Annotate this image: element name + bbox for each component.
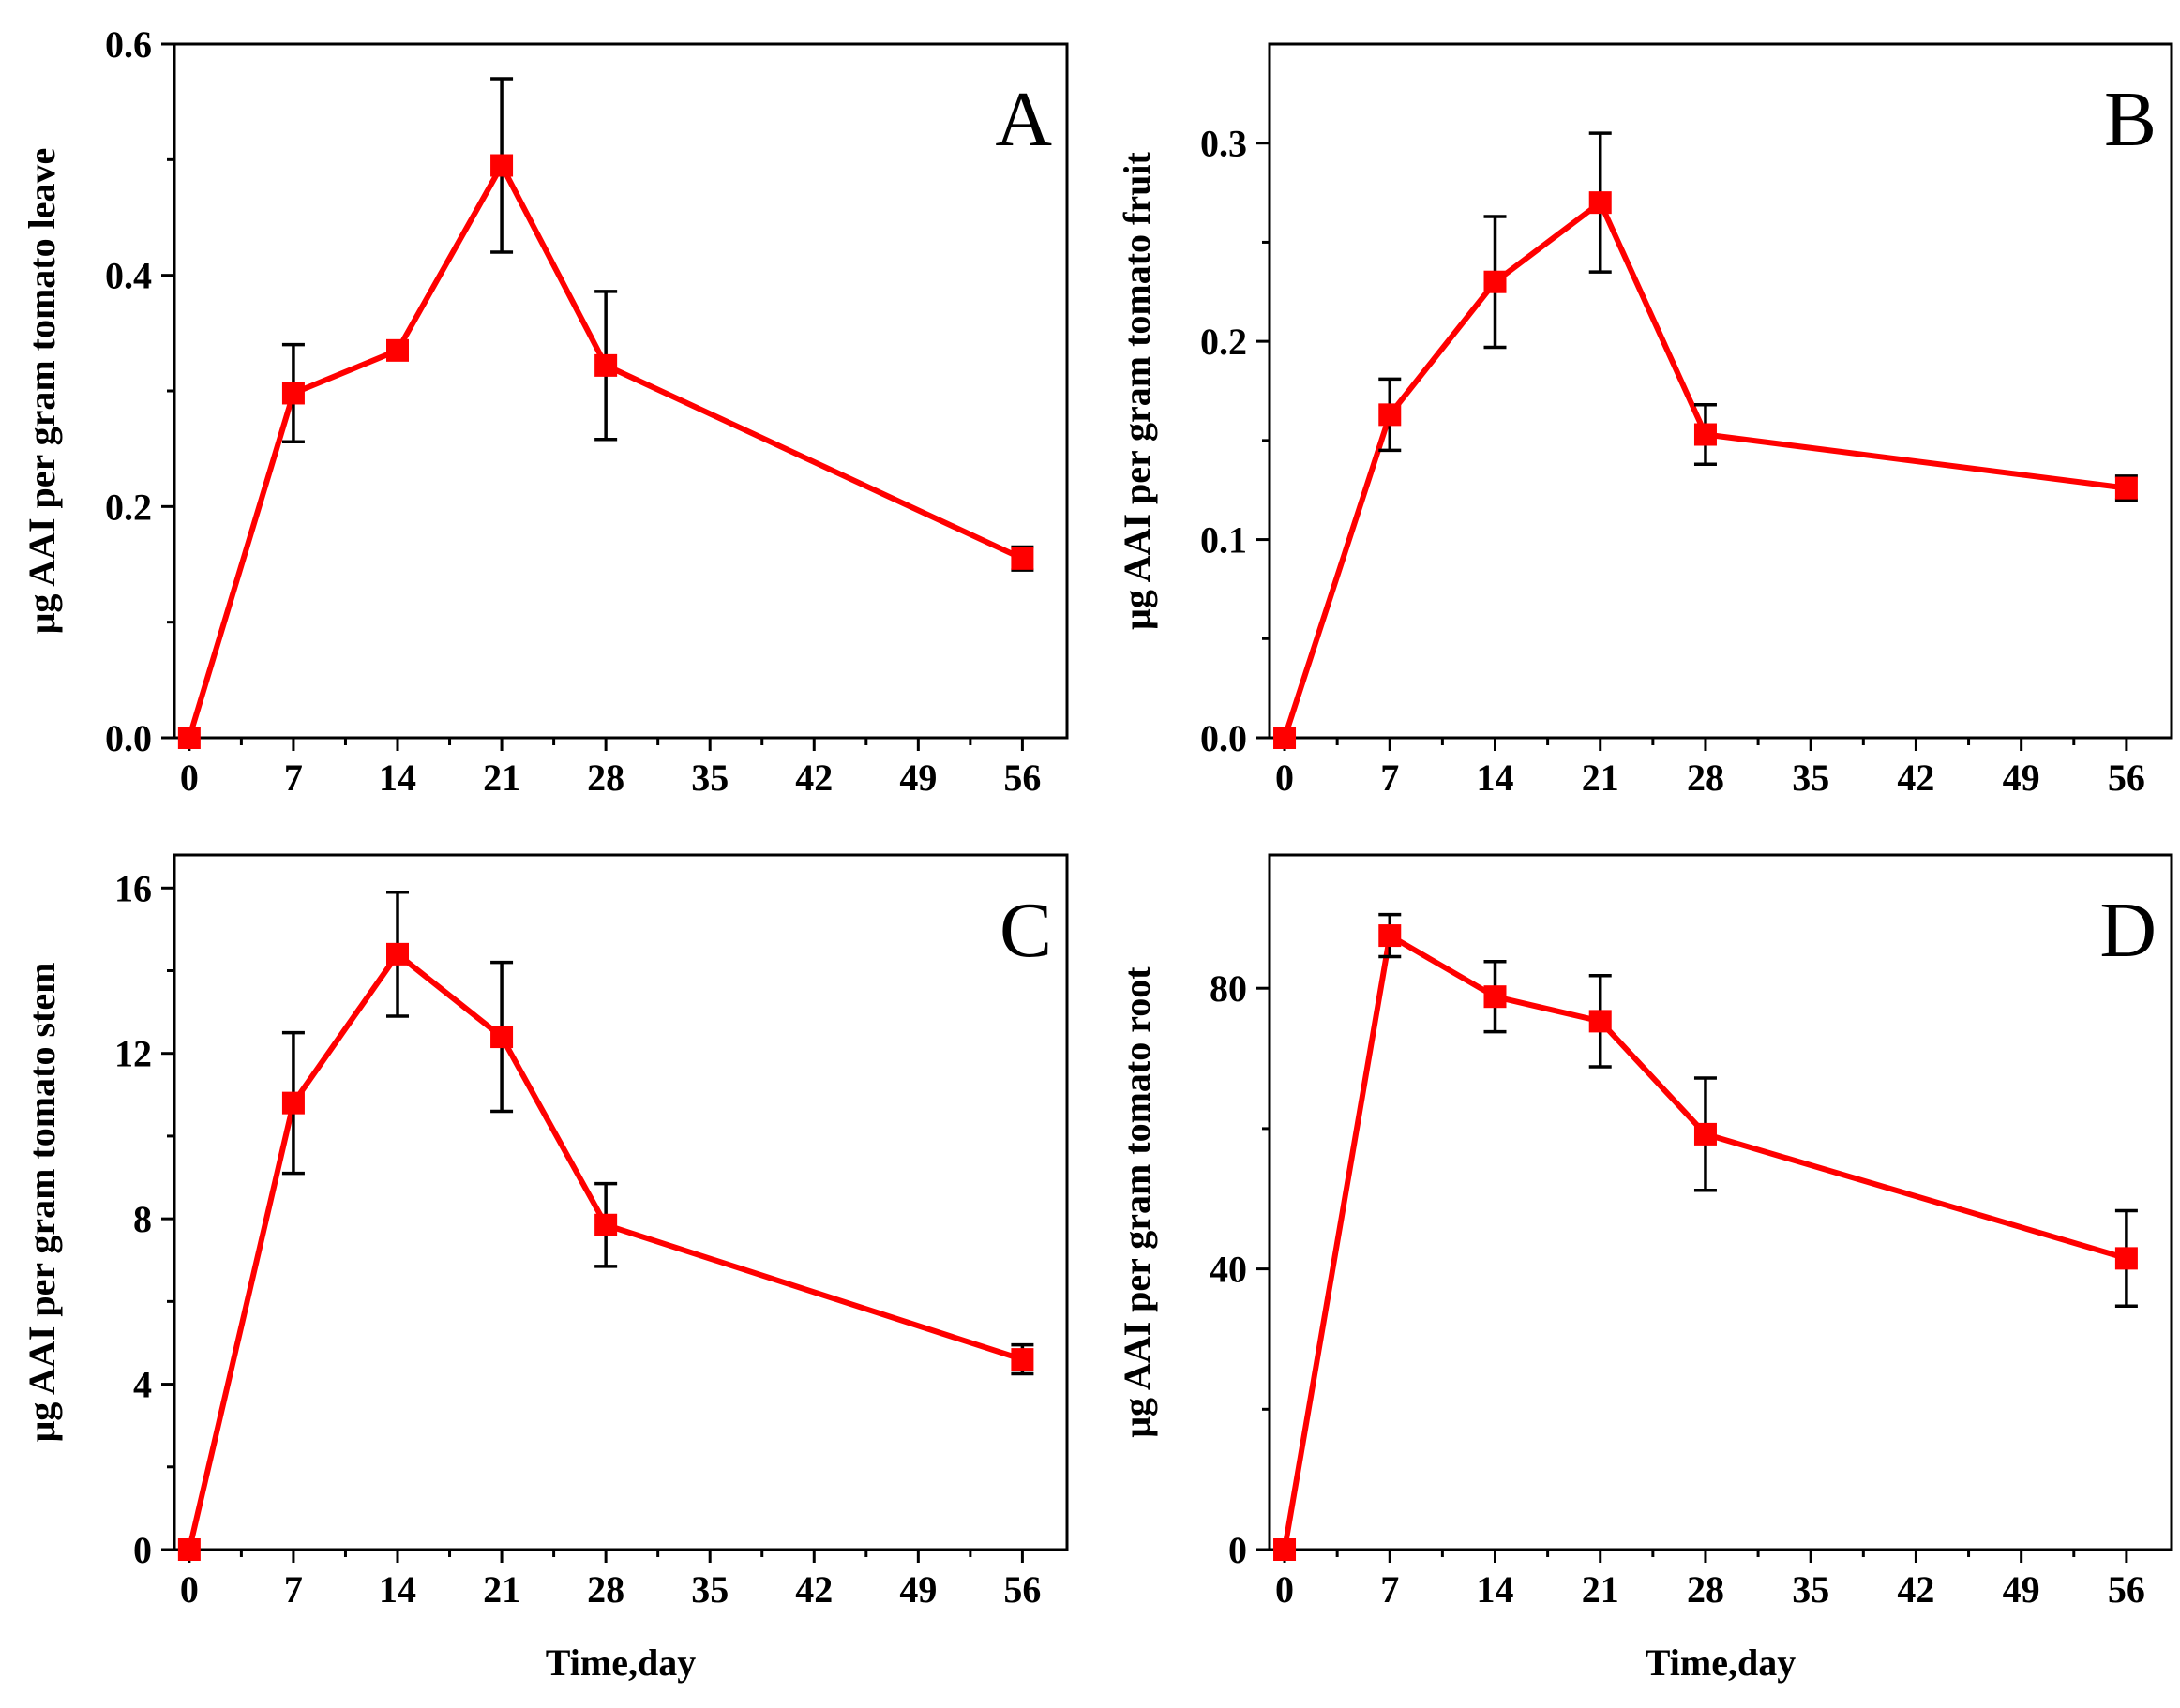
panel-d-data-point — [1378, 924, 1402, 948]
panel-d-x-tick-label: 56 — [2108, 1568, 2145, 1611]
panel-a-y-tick-label: 0.6 — [105, 23, 152, 66]
panel-c-data-point — [490, 1026, 514, 1049]
panel-d-x-tick-label: 28 — [1687, 1568, 1724, 1611]
panel-b-x-tick-label: 49 — [2003, 757, 2040, 799]
panel-c-data-point — [177, 1538, 201, 1561]
panel-b-x-tick-label: 14 — [1477, 757, 1514, 799]
panel-b-x-tick-label: 0 — [1275, 757, 1294, 799]
panel-c: 0 7 14 21 28 35 42 49 56 0 4 8 12 16 μg AAI per gram t… — [21, 853, 1069, 1684]
panel-a: 0 7 14 21 28 35 42 49 56 0.0 0.2 0.4 0.6 μg AAI per g… — [21, 23, 1069, 799]
panel-d-y-axis-title: μg AAI per gram tomato root — [1116, 966, 1158, 1438]
panel-b-x-tick-label: 35 — [1792, 757, 1829, 799]
panel-b-data-point — [1588, 191, 1612, 215]
panel-b-data-point — [1273, 727, 1297, 749]
panel-d-x-tick-label: 21 — [1582, 1568, 1619, 1611]
panel-c-x-tick-label: 0 — [180, 1568, 199, 1611]
panel-c-x-axis-title: Time,day — [546, 1641, 696, 1684]
panel-b-y-axis-title: μg AAI per gram tomato fruit — [1116, 152, 1158, 630]
panel-a-x-tick-label: 14 — [379, 757, 416, 799]
panel-d-data-point — [1483, 985, 1507, 1009]
panel-c-y-tick-label: 8 — [133, 1198, 152, 1240]
panel-a-x-tick-label: 28 — [587, 757, 624, 799]
panel-d-x-tick-label: 14 — [1477, 1568, 1514, 1611]
panel-a-x-tick-label: 56 — [1003, 757, 1041, 799]
panel-b-data-point — [1483, 270, 1507, 293]
panel-a-x-tick-label: 21 — [483, 757, 520, 799]
panel-a-x-tick-label: 42 — [795, 757, 833, 799]
panel-c-x-tick-label: 42 — [795, 1568, 833, 1611]
panel-a-y-axis-title: μg AAI per gram tomato leave — [21, 148, 63, 635]
panel-b-x-tick-label: 7 — [1380, 757, 1399, 799]
panel-c-data-point — [386, 942, 409, 966]
panel-d-y-tick-label: 40 — [1210, 1249, 1247, 1291]
panel-c-x-tick-label: 7 — [284, 1568, 303, 1611]
panel-d-letter: D — [2099, 887, 2157, 974]
panel-c-x-tick-label: 14 — [379, 1568, 416, 1611]
panel-c-x-tick-label: 35 — [691, 1568, 729, 1611]
panel-d-series-line — [1282, 933, 2127, 1551]
panel-b: 0 7 14 21 28 35 42 49 56 0.0 0.1 0.2 0.3 μg AAI per g… — [1116, 42, 2173, 799]
panel-d-frame — [1268, 853, 2173, 1551]
panel-c-data-point — [594, 1213, 618, 1236]
panel-c-frame — [173, 853, 1069, 1551]
panel-c-x-tick-label: 21 — [483, 1568, 520, 1611]
panel-d: 0 7 14 21 28 35 42 49 56 0 40 80 μg AAI per gram tom… — [1116, 853, 2173, 1684]
panel-d-x-tick-label: 0 — [1275, 1568, 1294, 1611]
panel-c-data-point — [1011, 1348, 1034, 1371]
panel-c-y-tick-label: 4 — [133, 1364, 152, 1406]
panel-b-x-tick-label: 56 — [2108, 757, 2145, 799]
panel-b-series-line — [1282, 200, 2127, 739]
panel-a-x-tick-label: 7 — [284, 757, 303, 799]
panel-c-x-tick-label: 28 — [587, 1568, 624, 1611]
panel-a-data-point — [594, 353, 618, 377]
panel-a-data-point — [490, 154, 514, 177]
panel-b-y-tick-label: 0.0 — [1200, 717, 1247, 759]
panel-a-data-point — [1011, 547, 1034, 570]
panel-b-data-point — [1378, 403, 1402, 427]
panel-a-x-tick-label: 49 — [899, 757, 937, 799]
panel-b-y-tick-label: 0.3 — [1200, 123, 1247, 165]
panel-d-x-tick-label: 35 — [1792, 1568, 1829, 1611]
panel-c-letter: C — [1000, 887, 1052, 974]
panel-a-data-point — [281, 382, 305, 405]
panel-d-x-tick-label: 7 — [1380, 1568, 1399, 1611]
panel-c-y-tick-label: 12 — [114, 1033, 152, 1075]
panel-d-data-point — [1693, 1122, 1717, 1146]
panel-d-data-point — [1588, 1010, 1612, 1033]
panel-a-y-tick-label: 0.2 — [105, 486, 152, 528]
panel-a-frame — [173, 42, 1069, 740]
panel-a-data-point — [386, 338, 409, 362]
panel-c-data-point — [281, 1091, 305, 1115]
panel-b-data-point — [1693, 423, 1717, 446]
panel-a-y-tick-label: 0.4 — [105, 255, 152, 297]
panel-d-data-point — [1273, 1538, 1297, 1561]
panel-a-data-point — [177, 727, 201, 749]
panel-a-x-tick-label: 35 — [691, 757, 729, 799]
panel-b-letter: B — [2104, 76, 2157, 163]
panel-c-series-line — [186, 951, 1024, 1551]
panel-a-series-line — [186, 162, 1024, 739]
panel-b-frame — [1268, 42, 2173, 740]
panel-c-y-axis-title: μg AAI per gram tomato stem — [21, 963, 63, 1443]
panel-b-y-tick-label: 0.2 — [1200, 321, 1247, 363]
panel-d-y-tick-label: 0 — [1228, 1529, 1247, 1571]
panel-d-x-tick-label: 42 — [1897, 1568, 1934, 1611]
panel-d-x-axis-title: Time,day — [1646, 1641, 1796, 1684]
panel-b-x-tick-label: 21 — [1582, 757, 1619, 799]
panel-b-x-tick-label: 42 — [1897, 757, 1934, 799]
panel-a-y-tick-label: 0.0 — [105, 717, 152, 759]
panel-c-x-tick-label: 49 — [899, 1568, 937, 1611]
panel-b-data-point — [2114, 476, 2138, 500]
panel-b-y-tick-label: 0.1 — [1200, 519, 1247, 562]
panel-c-y-tick-label: 0 — [133, 1529, 152, 1571]
panel-d-x-tick-label: 49 — [2003, 1568, 2040, 1611]
panel-b-x-tick-label: 28 — [1687, 757, 1724, 799]
panel-d-data-point — [2114, 1247, 2138, 1270]
panel-a-letter: A — [995, 76, 1052, 163]
panel-d-y-tick-label: 80 — [1210, 967, 1247, 1010]
panel-c-y-tick-label: 16 — [114, 867, 152, 909]
panel-a-x-tick-label: 0 — [180, 757, 199, 799]
panel-c-x-tick-label: 56 — [1003, 1568, 1041, 1611]
